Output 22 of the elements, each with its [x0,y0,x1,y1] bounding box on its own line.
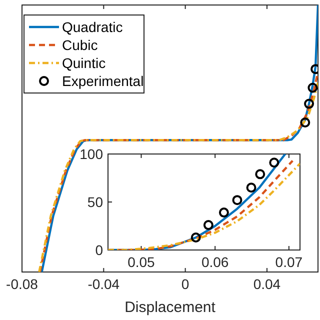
legend-label: Quadratic [62,19,123,35]
x-tick-label: -0.04 [88,276,120,292]
y-tick-label: 50 [87,194,104,210]
x-tick-label: -0.08 [6,276,38,292]
point [246,182,256,193]
legend-label: Quintic [62,55,106,71]
point [218,208,229,218]
x-tick-label: 0 [181,276,190,292]
y-tick-label: 0 [95,242,104,258]
legend-label: Cubic [62,37,98,53]
x-tick-label: 0.05 [128,254,156,270]
y-tick-label: 100 [80,146,104,162]
point [269,158,280,168]
legend-label: Experimental [62,73,144,89]
point [190,232,201,243]
point [232,195,242,206]
x-axis-title: Displacement [124,299,216,316]
point [203,220,214,230]
point [255,169,266,180]
x-tick-label: 0.07 [275,254,303,270]
x-tick-label: 0.04 [253,276,281,292]
x-tick-label: 0.06 [201,254,229,270]
